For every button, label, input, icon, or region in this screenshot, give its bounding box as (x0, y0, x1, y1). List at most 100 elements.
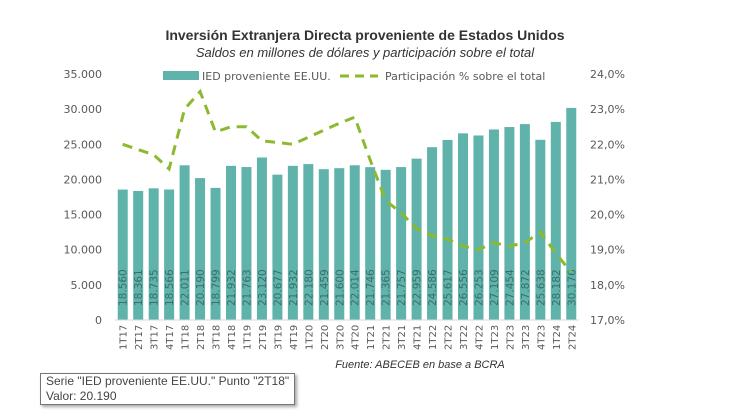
x-tick-label: 2T20 (320, 325, 331, 350)
bar-data-label: 20.190 (195, 269, 207, 306)
chart-source: Fuente: ABECEB en base a BCRA (335, 359, 505, 371)
x-tick-label: 3T17 (150, 325, 161, 350)
bar-data-label: 27.872 (520, 269, 532, 306)
bar-data-label: 30.176 (566, 269, 578, 306)
bar-data-label: 21.459 (319, 269, 331, 306)
tooltip-value: Valor: 20.190 (46, 389, 117, 403)
y-right-tick-label: 24,0% (590, 68, 625, 81)
bar[interactable] (535, 139, 546, 320)
bar[interactable] (380, 169, 391, 320)
x-tick-label: 1T24 (552, 325, 563, 350)
bar-data-label: 28.182 (551, 269, 563, 306)
x-tick-label: 4T22 (474, 325, 485, 350)
y-right-tick-label: 19,0% (590, 244, 625, 257)
bar[interactable] (334, 168, 345, 320)
x-tick-label: 1T19 (242, 325, 253, 350)
bar[interactable] (504, 127, 515, 320)
x-tick-label: 1T22 (428, 325, 439, 350)
bar[interactable] (349, 165, 360, 320)
bar[interactable] (442, 139, 453, 320)
x-tick-label: 4T23 (536, 325, 547, 350)
y-left-tick-label: 0 (95, 314, 102, 327)
y-left-tick-label: 5.000 (71, 279, 103, 292)
x-tick-label: 3T22 (459, 325, 470, 350)
x-tick-label: 1T23 (490, 325, 501, 350)
legend-swatch-bar (163, 71, 199, 80)
y-right-tick-label: 21,0% (590, 173, 625, 186)
x-tick-label: 2T19 (258, 325, 269, 350)
bar[interactable] (148, 188, 159, 320)
bar[interactable] (411, 158, 422, 320)
bar[interactable] (272, 174, 283, 320)
y-right-tick-label: 22,0% (590, 138, 625, 151)
x-tick-label: 4T20 (351, 325, 362, 350)
x-tick-label: 3T18 (212, 325, 223, 350)
bar[interactable] (473, 135, 484, 320)
y-left-tick-label: 35.000 (64, 68, 103, 81)
legend: IED proveniente EE.UU. Participación % s… (163, 70, 545, 83)
bar-data-label: 27.109 (489, 269, 501, 306)
bar-data-label: 20.677 (272, 269, 284, 306)
bar-data-label: 21.365 (381, 269, 393, 306)
x-tick-label: 1T21 (366, 325, 377, 350)
bar-data-label: 26.253 (473, 269, 485, 306)
y-right-tick-label: 18,0% (590, 279, 625, 292)
x-tick-label: 2T17 (134, 325, 145, 350)
y-left-tick-label: 15.000 (64, 209, 103, 222)
bar[interactable] (195, 178, 206, 320)
bar-data-label: 21.932 (288, 269, 300, 306)
bar-data-label: 25.638 (535, 269, 547, 306)
x-tick-label: 3T20 (335, 325, 346, 350)
bar-data-label: 22.014 (350, 269, 362, 306)
y-left-tick-label: 30.000 (64, 103, 103, 116)
y-right-tick-label: 23,0% (590, 103, 625, 116)
participation-line[interactable] (122, 88, 573, 274)
y-right-tick-label: 20,0% (590, 209, 625, 222)
y-left-tick-label: 25.000 (64, 138, 103, 151)
bar-data-label: 18.799 (211, 269, 223, 306)
y-right-tick-label: 17,0% (590, 314, 625, 327)
bar-data-label: 25.617 (443, 269, 455, 306)
bar[interactable] (550, 121, 561, 320)
x-tick-label: 3T19 (273, 325, 284, 350)
x-tick-label: 4T21 (413, 325, 424, 350)
x-tick-label: 3T21 (397, 325, 408, 350)
legend-label-line: Participación % sobre el total (385, 70, 545, 83)
bar[interactable] (318, 169, 329, 320)
bar[interactable] (488, 129, 499, 320)
bar-data-label: 24.586 (427, 269, 439, 306)
x-tick-label: 2T24 (567, 325, 578, 350)
y-left-tick-label: 10.000 (64, 244, 103, 257)
bar[interactable] (179, 165, 190, 320)
bar[interactable] (117, 189, 128, 320)
bar[interactable] (427, 147, 438, 320)
bar[interactable] (519, 124, 530, 320)
bar-data-label: 26.556 (458, 269, 470, 306)
bar[interactable] (133, 190, 144, 320)
bar-data-label: 23.120 (257, 269, 269, 306)
bar-data-label: 18.361 (133, 269, 145, 306)
y-left-tick-label: 20.000 (64, 173, 103, 186)
bar[interactable] (566, 107, 577, 321)
bar[interactable] (396, 167, 407, 320)
tooltip-series-point: Serie "IED proveniente EE.UU." Punto "2T… (46, 374, 290, 388)
bar[interactable] (256, 157, 267, 320)
legend-label-bar: IED proveniente EE.UU. (202, 70, 331, 83)
bar[interactable] (365, 167, 376, 320)
bar[interactable] (164, 189, 175, 320)
chart-title: Inversión Extranjera Directa proveniente… (165, 27, 564, 43)
x-tick-label: 1T18 (181, 325, 192, 350)
x-tick-label: 2T23 (505, 325, 516, 350)
bar-data-label: 18.560 (118, 269, 130, 306)
bar[interactable] (458, 133, 468, 320)
bar[interactable] (241, 167, 252, 320)
bar[interactable] (210, 187, 221, 320)
x-tick-label: 2T18 (196, 325, 207, 350)
bar[interactable] (287, 165, 298, 320)
bar[interactable] (303, 164, 314, 320)
x-tick-label: 1T17 (119, 325, 130, 350)
bar[interactable] (226, 165, 236, 320)
bar-data-label: 27.454 (504, 269, 516, 306)
bar-data-label: 22.011 (180, 269, 192, 306)
